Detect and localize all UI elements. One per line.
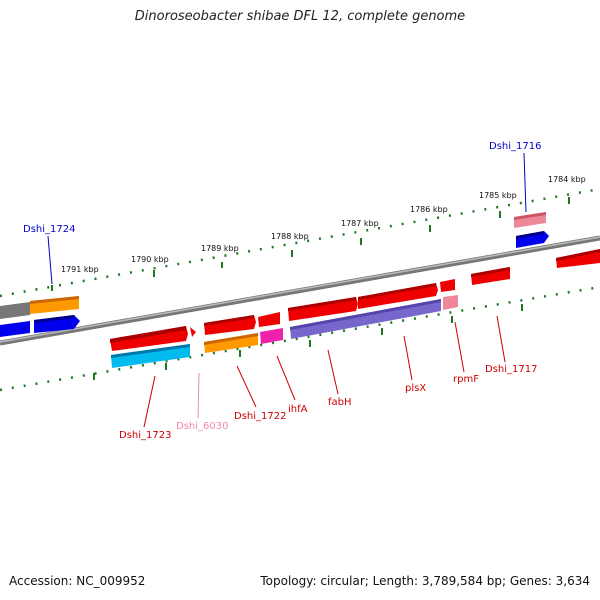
gene-label-fabh: fabH <box>328 397 352 408</box>
gene-label-dshi1717: Dshi_1717 <box>485 364 537 375</box>
gene-labels: Dshi_1716 Dshi_1724 Dshi_1723 Dshi_6030 … <box>23 141 541 441</box>
scale-label-1791: 1791 kbp <box>61 265 99 274</box>
scale-label-1784: 1784 kbp <box>548 175 586 184</box>
scale-label-1789: 1789 kbp <box>201 244 239 253</box>
gene-label-dshi1716: Dshi_1716 <box>489 141 541 152</box>
cds-features[interactable] <box>111 295 458 368</box>
scale-label-1786: 1786 kbp <box>410 205 448 214</box>
gene-dshi1724-block[interactable] <box>0 296 80 337</box>
inner-major-ticks <box>93 304 523 380</box>
gene-label-plsx: plsX <box>405 383 426 394</box>
label-leader-lines <box>47 152 527 428</box>
gene-label-dshi1724: Dshi_1724 <box>23 224 75 235</box>
gene-label-ihfa: ihfA <box>288 404 308 415</box>
scale-labels: 1791 kbp 1790 kbp 1789 kbp 1788 kbp 1787… <box>61 175 586 274</box>
gene-label-rpmf: rpmF <box>453 374 479 385</box>
accession-text: Accession: NC_009952 <box>9 574 146 588</box>
outer-major-ticks <box>51 197 570 291</box>
scale-label-1788: 1788 kbp <box>271 232 309 241</box>
gene-label-dshi6030: Dshi_6030 <box>176 421 228 432</box>
scale-label-1790: 1790 kbp <box>131 255 169 264</box>
map-title: Dinoroseobacter shibae DFL 12, complete … <box>134 9 466 24</box>
inner-scale-ruler <box>0 285 600 392</box>
forward-genes[interactable] <box>110 249 600 351</box>
gene-dshi1716-block[interactable] <box>514 212 549 248</box>
outer-scale-ruler <box>0 187 600 298</box>
gene-label-dshi1723: Dshi_1723 <box>119 430 171 441</box>
scale-label-1785: 1785 kbp <box>479 191 517 200</box>
scale-label-1787: 1787 kbp <box>341 219 379 228</box>
gene-label-dshi1722: Dshi_1722 <box>234 411 286 422</box>
genome-stats-text: Topology: circular; Length: 3,789,584 bp… <box>260 574 590 588</box>
